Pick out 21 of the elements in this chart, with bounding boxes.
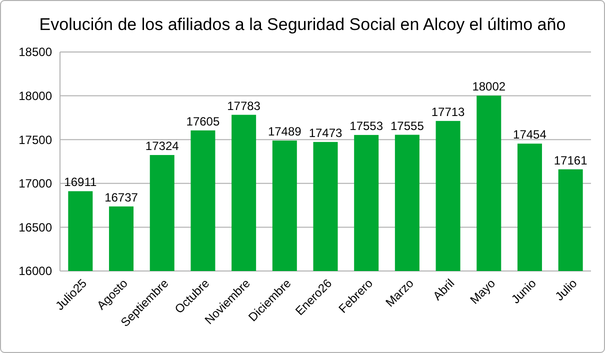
data-label: 17489 — [268, 124, 302, 139]
data-label: 17783 — [227, 98, 261, 113]
data-label: 17555 — [390, 118, 424, 133]
data-label: 17713 — [431, 104, 466, 119]
data-label: 17454 — [513, 128, 547, 142]
y-tick-label: 17500 — [18, 132, 52, 147]
data-label: 17553 — [350, 118, 384, 133]
data-label: 17605 — [186, 114, 220, 128]
y-tick-label: 16500 — [18, 220, 52, 234]
data-label: 16911 — [64, 175, 97, 190]
data-label: 16737 — [104, 190, 138, 204]
y-tick-label: 18500 — [18, 45, 52, 60]
y-tick-label: 18000 — [18, 89, 52, 103]
data-label: 17161 — [554, 153, 588, 168]
data-label: 17324 — [145, 139, 180, 154]
y-tick-label: 17000 — [18, 176, 52, 191]
data-label: 18002 — [472, 80, 506, 94]
y-tick-label: 16000 — [18, 264, 52, 278]
x-tick-label: Julio — [552, 276, 580, 304]
data-label: 17473 — [308, 126, 343, 140]
chart-title: Evolución de los afiliados a la Seguridad Social en Alcoy el último año — [39, 15, 566, 34]
